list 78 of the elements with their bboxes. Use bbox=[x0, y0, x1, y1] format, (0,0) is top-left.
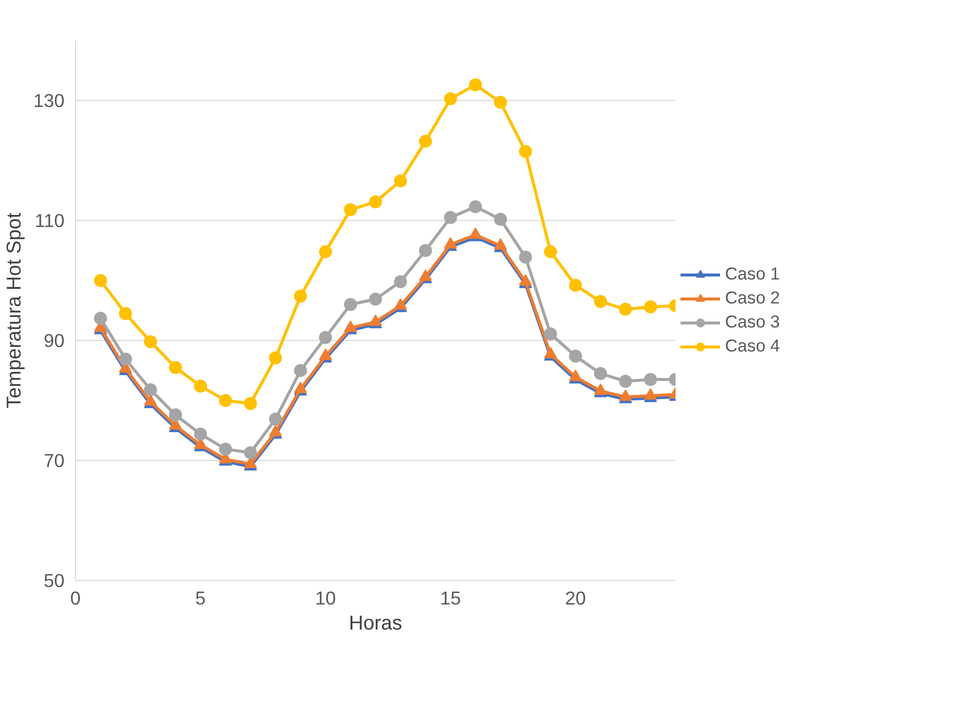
point bbox=[419, 134, 432, 148]
point bbox=[344, 298, 357, 311]
point bbox=[544, 245, 557, 258]
point bbox=[294, 290, 307, 303]
point bbox=[319, 331, 332, 344]
point bbox=[394, 298, 407, 310]
point bbox=[444, 92, 457, 106]
point bbox=[169, 408, 182, 422]
point bbox=[594, 367, 607, 380]
point bbox=[394, 174, 407, 188]
point bbox=[469, 227, 482, 239]
point bbox=[569, 350, 582, 363]
point bbox=[319, 245, 332, 258]
point bbox=[444, 211, 457, 224]
point bbox=[294, 364, 307, 377]
point bbox=[244, 446, 257, 460]
point bbox=[519, 274, 532, 286]
y-tick-label: 70 bbox=[44, 450, 65, 471]
point bbox=[269, 424, 282, 436]
legend-label: Caso 1 bbox=[725, 264, 780, 284]
point bbox=[169, 361, 182, 374]
x-tick-label: 0 bbox=[70, 588, 81, 608]
point bbox=[644, 373, 657, 386]
point bbox=[269, 412, 282, 426]
point bbox=[469, 78, 482, 92]
y-tick-label: 50 bbox=[44, 570, 65, 591]
point bbox=[544, 346, 557, 358]
point bbox=[619, 389, 632, 401]
point bbox=[94, 274, 107, 287]
point bbox=[419, 269, 432, 281]
point bbox=[644, 388, 657, 400]
point bbox=[569, 278, 582, 292]
x-tick-label: 15 bbox=[440, 588, 461, 608]
point bbox=[469, 200, 482, 214]
legend-label: Caso 3 bbox=[725, 312, 780, 332]
point bbox=[344, 320, 357, 332]
point bbox=[494, 212, 507, 226]
point bbox=[194, 428, 207, 441]
y-axis-title: Temperatura Hot Spot bbox=[3, 212, 26, 408]
x-axis-title: Horas bbox=[348, 612, 402, 634]
point bbox=[194, 380, 207, 393]
y-tick-label: 130 bbox=[33, 90, 65, 111]
x-tick-label: 20 bbox=[565, 588, 586, 608]
point bbox=[119, 307, 132, 320]
point bbox=[144, 383, 157, 396]
x-tick-label: 10 bbox=[315, 588, 336, 608]
point bbox=[144, 335, 157, 348]
point bbox=[394, 275, 407, 288]
y-tick-label: 110 bbox=[34, 210, 65, 231]
point bbox=[369, 195, 382, 208]
point bbox=[419, 244, 432, 257]
point bbox=[344, 203, 357, 216]
point bbox=[594, 383, 607, 395]
point bbox=[494, 96, 507, 109]
point bbox=[219, 442, 232, 456]
point bbox=[619, 374, 632, 388]
point bbox=[219, 394, 232, 407]
point bbox=[494, 238, 507, 250]
point bbox=[519, 250, 532, 264]
point bbox=[544, 327, 557, 340]
point bbox=[369, 314, 382, 326]
point bbox=[594, 295, 607, 308]
point bbox=[519, 145, 532, 158]
point bbox=[319, 348, 332, 360]
y-tick-label: 90 bbox=[44, 330, 65, 351]
legend-label: Caso 4 bbox=[725, 336, 780, 356]
point bbox=[569, 370, 582, 382]
point bbox=[294, 382, 307, 394]
point bbox=[444, 237, 457, 248]
point bbox=[269, 351, 282, 364]
legend-label: Caso 2 bbox=[725, 288, 780, 308]
point bbox=[644, 300, 657, 314]
point bbox=[369, 292, 382, 306]
point bbox=[94, 312, 107, 325]
point bbox=[119, 352, 132, 366]
point bbox=[619, 302, 632, 316]
point bbox=[244, 397, 257, 410]
x-tick-label: 5 bbox=[195, 588, 206, 608]
